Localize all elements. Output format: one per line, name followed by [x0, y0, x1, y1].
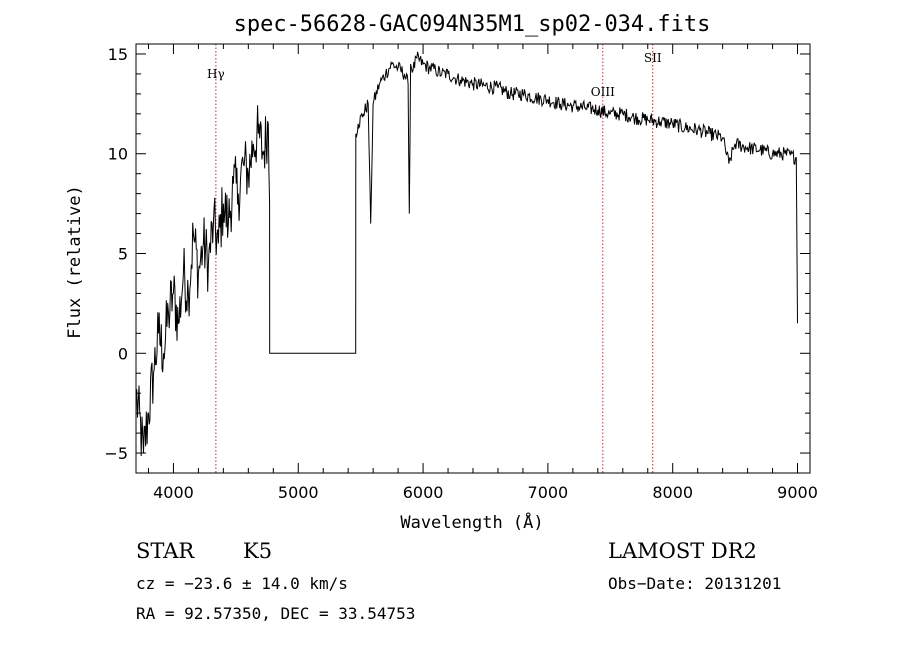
feature-label: Hγ — [207, 67, 225, 81]
y-tick-label: 0 — [118, 344, 128, 363]
object-class: STAR — [136, 539, 195, 563]
x-tick-label: 4000 — [153, 483, 194, 502]
plot-frame — [135, 43, 811, 474]
coordinates: RA = 92.57350, DEC = 33.54753 — [136, 604, 416, 623]
feature-label: SII — [644, 51, 662, 65]
y-tick-label: 15 — [108, 45, 128, 64]
x-tick-label: 6000 — [403, 483, 444, 502]
y-axis-label: Flux (relative) — [65, 185, 85, 339]
redshift-velocity: cz = −23.6 ± 14.0 km/s — [136, 574, 348, 593]
x-tick-label: 5000 — [278, 483, 319, 502]
spectrum-line — [135, 51, 798, 457]
y-tick-label: 5 — [118, 245, 128, 264]
object-subclass: K5 — [243, 539, 273, 563]
feature-label: OIII — [591, 85, 615, 99]
x-tick-label: 8000 — [652, 483, 693, 502]
x-tick-label: 7000 — [528, 483, 569, 502]
survey-label: LAMOST DR2 — [608, 539, 757, 563]
x-axis-label: Wavelength (Å) — [400, 511, 543, 533]
x-tick-label: 9000 — [777, 483, 818, 502]
y-tick-label: 10 — [108, 145, 128, 164]
y-tick-label: −5 — [104, 444, 128, 463]
chart-title: spec-56628-GAC094N35M1_sp02-034.fits — [234, 12, 711, 37]
observation-date: Obs−Date: 20131201 — [608, 574, 782, 593]
